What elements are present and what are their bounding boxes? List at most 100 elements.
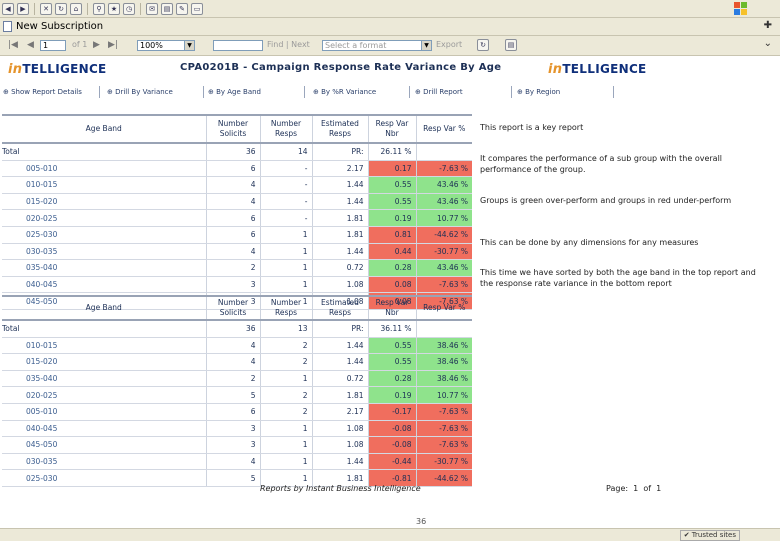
age-band-link[interactable]: 030-035 [2, 453, 206, 471]
pin-icon[interactable]: ✚ [763, 20, 772, 31]
age-band-link[interactable]: 025-030 [2, 226, 206, 244]
estimated-cell: 0.72 [311, 370, 368, 388]
table-row: 025-030 6 1 1.81 0.81 -44.62 % [2, 226, 472, 244]
zoom-select[interactable]: 100% ▼ [137, 40, 195, 51]
home-icon[interactable]: ⌂ [70, 2, 82, 15]
history-icon[interactable]: ◷ [123, 2, 135, 15]
table-row: 015-020 4 2 1.44 0.55 38.46 % [2, 353, 472, 371]
estimated-cell: 1.81 [311, 386, 368, 404]
resps-cell: 2 [259, 337, 312, 355]
age-band-link[interactable]: 005-010 [2, 160, 206, 178]
first-page-icon[interactable]: |◀ [8, 40, 18, 50]
solicits-cell: 2 [205, 259, 260, 277]
solicits-cell: 4 [205, 243, 260, 261]
age-band-link[interactable]: 005-010 [2, 403, 206, 421]
table-header-row: Age Band Number Solicits Number Resps Es… [2, 295, 472, 321]
age-band-link[interactable]: 030-035 [2, 243, 206, 261]
var-pct-cell: 10.77 % [415, 386, 472, 404]
var-pct-cell: 38.46 % [415, 370, 472, 388]
age-band-link[interactable]: 015-020 [2, 193, 206, 211]
stop-icon[interactable]: ✕ [40, 2, 52, 15]
note-text: It compares the performance of a sub gro… [480, 154, 723, 174]
print-icon[interactable]: ▤ [161, 2, 173, 15]
col-number-resps[interactable]: Number Resps [259, 295, 312, 321]
age-band-link[interactable]: 010-015 [2, 337, 206, 355]
find-input[interactable] [213, 40, 263, 51]
logo-right: inTELLIGENCE [548, 62, 647, 77]
search-icon[interactable]: ⚲ [93, 2, 105, 15]
col-resp-var-pct[interactable]: Resp Var % [415, 114, 472, 144]
estimated-cell: 1.44 [311, 176, 368, 194]
var-nbr-cell: -0.44 [367, 453, 416, 471]
age-band-link[interactable]: 045-050 [2, 436, 206, 454]
total-solicits: 36 [205, 320, 260, 338]
total-resps: 13 [259, 320, 312, 338]
link-drill-report[interactable]: ⊕ Drill Report [415, 86, 512, 98]
estimated-cell: 1.08 [311, 276, 368, 294]
age-band-link[interactable]: 040-045 [2, 276, 206, 294]
resps-cell: 1 [259, 226, 312, 244]
var-nbr-cell: 0.44 [367, 243, 416, 261]
col-resp-var-pct[interactable]: Resp Var % [415, 295, 472, 321]
separator [87, 2, 88, 15]
age-band-link[interactable]: 010-015 [2, 176, 206, 194]
var-nbr-cell: 0.08 [367, 276, 416, 294]
link-by-rr-variance[interactable]: ⊕ By %R Variance [313, 86, 410, 98]
age-band-link[interactable]: 040-045 [2, 420, 206, 438]
col-number-resps[interactable]: Number Resps [259, 114, 312, 144]
link-by-region[interactable]: ⊕ By Region [517, 86, 614, 98]
total-var-nbr: 26.11 % [367, 143, 416, 161]
col-resp-var-nbr[interactable]: Resp Var Nbr [367, 295, 416, 321]
next-page-icon[interactable]: ▶ [93, 40, 100, 50]
window-title: New Subscription [16, 21, 104, 32]
total-label: Total [2, 143, 206, 161]
var-pct-cell: -7.63 % [415, 436, 472, 454]
separator [140, 2, 141, 15]
export-link[interactable]: Export [436, 40, 463, 49]
var-nbr-cell: 0.19 [367, 209, 416, 227]
solicits-cell: 3 [205, 420, 260, 438]
var-nbr-cell: -0.08 [367, 436, 416, 454]
col-age-band[interactable]: Age Band [2, 295, 206, 321]
folder-icon[interactable]: ▭ [191, 2, 203, 15]
age-band-link[interactable]: 020-025 [2, 386, 206, 404]
solicits-cell: 6 [205, 209, 260, 227]
refresh-icon[interactable]: ↻ [55, 2, 67, 15]
var-pct-cell: 38.46 % [415, 337, 472, 355]
refresh-report-icon[interactable]: ↻ [477, 39, 489, 51]
document-icon [3, 21, 12, 32]
var-nbr-cell: 0.55 [367, 337, 416, 355]
print-report-icon[interactable]: ▤ [505, 39, 517, 51]
find-next-link[interactable]: Find | Next [267, 40, 310, 49]
col-resp-var-nbr[interactable]: Resp Var Nbr [367, 114, 416, 144]
col-age-band[interactable]: Age Band [2, 114, 206, 144]
page-number-input[interactable]: 1 [40, 40, 66, 51]
age-band-link[interactable]: 020-025 [2, 209, 206, 227]
solicits-cell: 6 [205, 160, 260, 178]
favorites-icon[interactable]: ★ [108, 2, 120, 15]
link-show-report-details[interactable]: ⊕ Show Report Details [3, 86, 100, 98]
link-by-age-band[interactable]: ⊕ By Age Band [208, 86, 305, 98]
collapse-icon[interactable]: ⌄ [763, 38, 772, 49]
previous-page-icon[interactable]: ◀ [27, 40, 34, 50]
mail-icon[interactable]: ✉ [146, 2, 158, 15]
export-format-select[interactable]: Select a format ▼ [322, 40, 432, 51]
col-number-solicits[interactable]: Number Solicits [205, 295, 260, 321]
age-band-link[interactable]: 035-040 [2, 370, 206, 388]
age-band-link[interactable]: 015-020 [2, 353, 206, 371]
report-toolbar: |◀ ◀ 1 of 1 ▶ ▶| 100% ▼ Find | Next Sele… [0, 36, 780, 56]
link-drill-by-variance[interactable]: ⊕ Drill By Variance [107, 86, 204, 98]
trusted-sites-zone: ✔ Trusted sites [679, 530, 740, 541]
col-number-solicits[interactable]: Number Solicits [205, 114, 260, 144]
last-page-icon[interactable]: ▶| [108, 40, 118, 50]
resps-cell: 1 [259, 420, 312, 438]
age-band-link[interactable]: 025-030 [2, 469, 206, 487]
age-band-link[interactable]: 035-040 [2, 259, 206, 277]
solicits-cell: 4 [205, 337, 260, 355]
forward-icon[interactable]: ▶ [17, 2, 29, 15]
col-estimated-resps[interactable]: Estimated Resps [311, 114, 368, 144]
col-estimated-resps[interactable]: Estimated Resps [311, 295, 368, 321]
back-icon[interactable]: ◀ [2, 2, 14, 15]
edit-icon[interactable]: ✎ [176, 2, 188, 15]
var-nbr-cell: -0.17 [367, 403, 416, 421]
